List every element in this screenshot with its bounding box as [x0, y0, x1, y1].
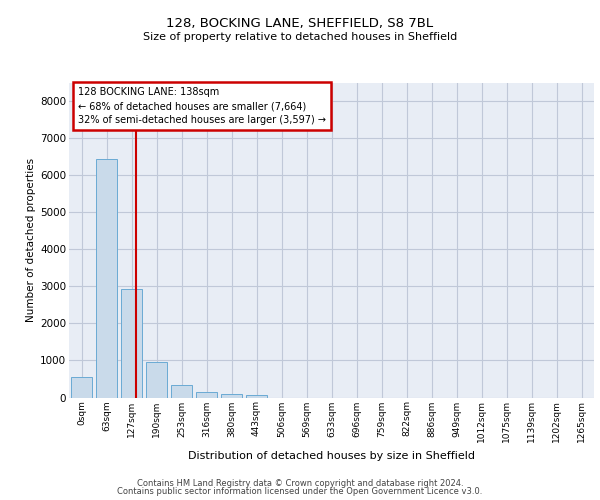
Bar [96, 159, 117, 398]
Text: 128, BOCKING LANE, SHEFFIELD, S8 7BL: 128, BOCKING LANE, SHEFFIELD, S8 7BL [166, 18, 434, 30]
Text: Contains public sector information licensed under the Open Government Licence v3: Contains public sector information licen… [118, 487, 482, 496]
Bar [221, 394, 242, 398]
Bar [146, 362, 167, 398]
Bar [121, 290, 142, 398]
Text: Contains HM Land Registry data © Crown copyright and database right 2024.: Contains HM Land Registry data © Crown c… [137, 478, 463, 488]
Bar [196, 392, 217, 398]
Text: 128 BOCKING LANE: 138sqm
← 68% of detached houses are smaller (7,664)
32% of sem: 128 BOCKING LANE: 138sqm ← 68% of detach… [78, 87, 326, 125]
X-axis label: Distribution of detached houses by size in Sheffield: Distribution of detached houses by size … [188, 450, 475, 460]
Bar [246, 395, 267, 398]
Y-axis label: Number of detached properties: Number of detached properties [26, 158, 36, 322]
Text: Size of property relative to detached houses in Sheffield: Size of property relative to detached ho… [143, 32, 457, 42]
Bar [71, 377, 92, 398]
Bar [171, 385, 192, 398]
